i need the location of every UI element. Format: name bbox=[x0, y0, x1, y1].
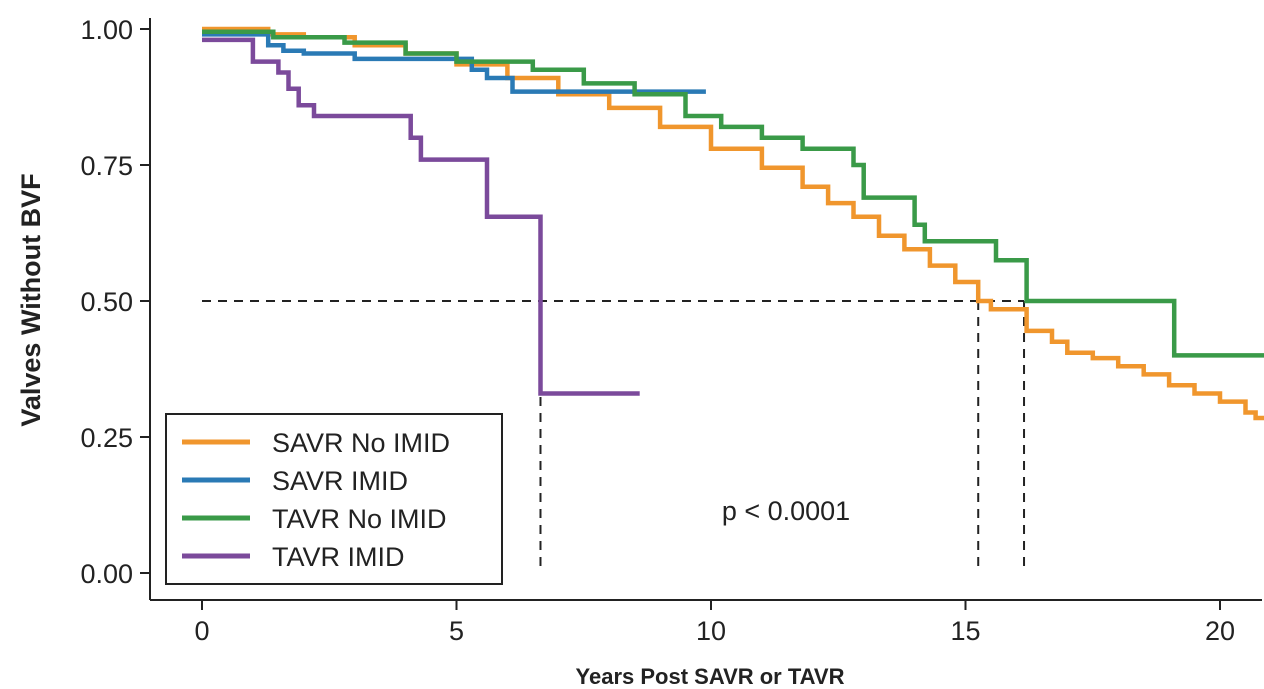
legend: SAVR No IMID SAVR IMID TAVR No IMID TAVR IM… bbox=[165, 413, 503, 585]
y-axis-title: Valves Without BVF bbox=[16, 173, 46, 426]
y-tick-label: 0.25 bbox=[80, 423, 133, 453]
p-value-annotation: p < 0.0001 bbox=[722, 496, 850, 526]
x-tick-label: 5 bbox=[449, 616, 464, 646]
x-tick-label: 0 bbox=[194, 616, 209, 646]
x-tick-label: 10 bbox=[696, 616, 726, 646]
legend-label-tavr-imid: TAVR IMID bbox=[272, 542, 405, 572]
x-axis-title: Years Post SAVR or TAVR bbox=[576, 664, 845, 689]
legend-label-savr-no-imid: SAVR No IMID bbox=[272, 428, 450, 458]
y-tick-label: 0.00 bbox=[80, 559, 133, 589]
series-line-savr-no-imid bbox=[202, 26, 1264, 421]
x-tick-label: 15 bbox=[950, 616, 980, 646]
y-tick-label: 1.00 bbox=[80, 15, 133, 45]
series-line-tavr-imid bbox=[202, 37, 640, 396]
x-tick-label: 20 bbox=[1205, 616, 1235, 646]
axes bbox=[149, 18, 1262, 601]
legend-label-savr-imid: SAVR IMID bbox=[272, 466, 408, 496]
series-lines bbox=[202, 26, 1264, 421]
ticks: 0 5 10 15 20 0.00 0.25 0.50 0.75 1.00 bbox=[80, 15, 1235, 646]
reference-lines bbox=[202, 300, 1026, 573]
y-tick-label: 0.50 bbox=[80, 287, 133, 317]
series-line-savr-imid bbox=[202, 32, 706, 94]
series-line-tavr-no-imid bbox=[202, 29, 1264, 358]
legend-label-tavr-no-imid: TAVR No IMID bbox=[272, 504, 447, 534]
y-tick-label: 0.75 bbox=[80, 151, 133, 181]
